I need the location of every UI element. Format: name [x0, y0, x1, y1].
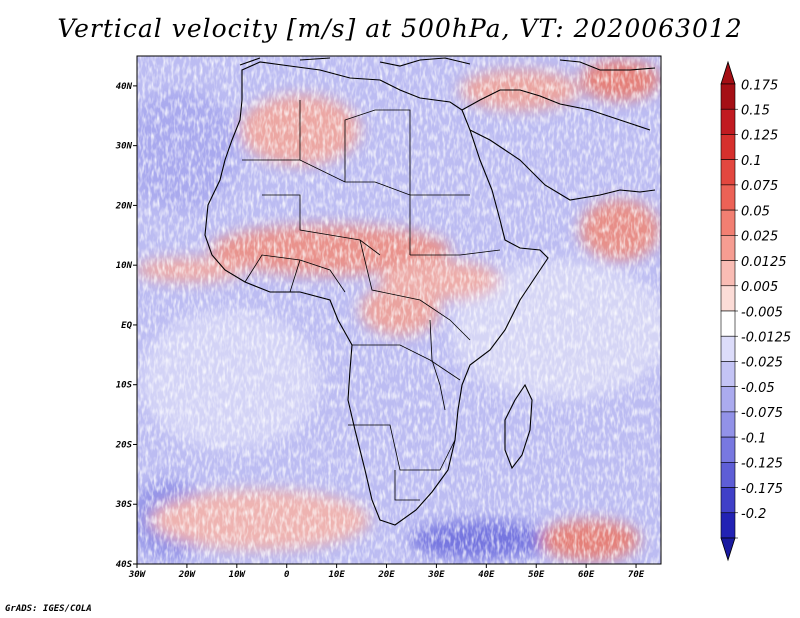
- x-tick-label: 20W: [178, 570, 197, 580]
- colorbar-label: -0.2: [741, 507, 766, 522]
- y-tick-label: EQ: [121, 321, 132, 331]
- colorbar-bottom-arrow: [720, 537, 736, 562]
- colorbar-swatch: [720, 411, 736, 438]
- colorbar-label: -0.025: [741, 356, 783, 371]
- y-tick-label: 40S: [116, 560, 133, 570]
- y-tick-label: 10N: [116, 261, 133, 271]
- colorbar-label: 0.075: [741, 179, 778, 194]
- x-tick-label: 10W: [229, 570, 247, 580]
- colorbar-label: 0.05: [741, 204, 770, 219]
- colorbar-swatch: [720, 209, 736, 236]
- x-tick-label: 40E: [478, 570, 495, 580]
- colorbar-label: -0.005: [741, 305, 783, 320]
- colorbar-swatch: [720, 335, 736, 362]
- colorbar-label: 0.125: [741, 129, 778, 144]
- colorbar-label: -0.075: [741, 406, 783, 421]
- y-tick-label: 20S: [115, 440, 133, 450]
- colorbar-swatch: [720, 159, 736, 186]
- colorbar-swatch: [720, 386, 736, 413]
- x-axis: 30W 20W 10W 0 10E 20E 30E 40E 50E 60E 70E: [128, 564, 645, 580]
- y-tick-label: 20N: [115, 201, 133, 211]
- credit-text: GrADS: IGES/COLA: [5, 604, 92, 614]
- colorbar-swatch: [720, 310, 736, 337]
- colorbar-label: 0.025: [741, 230, 778, 245]
- colorbar-label: -0.125: [741, 457, 783, 472]
- colorbar-label: 0.1: [741, 154, 762, 169]
- y-tick-label: 40N: [116, 82, 133, 92]
- colorbar-label: -0.05: [741, 381, 775, 396]
- colorbar-swatch: [720, 487, 736, 514]
- x-tick-label: 30E: [427, 570, 445, 580]
- x-tick-label: 30W: [128, 570, 147, 580]
- colorbar-swatch: [720, 260, 736, 287]
- x-tick-label: 20E: [377, 570, 395, 580]
- x-tick-label: 60E: [578, 570, 595, 580]
- colorbar-swatch: [720, 436, 736, 463]
- map-title: Vertical velocity [m/s] at 500hPa, VT: 2…: [57, 14, 743, 43]
- colorbar-top-arrow: [720, 60, 736, 85]
- country-borders: [242, 100, 501, 501]
- y-axis: 40N 30N 20N 10N EQ 10S 20S 30S 40S: [115, 82, 137, 570]
- y-tick-label: 30S: [115, 500, 133, 510]
- colorbar-swatch: [720, 184, 736, 211]
- colorbar-swatch: [720, 134, 736, 160]
- colorbar-label: 0.175: [741, 78, 778, 93]
- x-tick-label: 70E: [628, 570, 645, 580]
- colorbar-swatch: [720, 285, 736, 312]
- x-tick-label: 10E: [328, 570, 345, 580]
- colorbar-label: 0.005: [741, 280, 778, 295]
- x-tick-label: 50E: [528, 570, 545, 580]
- y-tick-label: 30N: [115, 142, 133, 152]
- colorbar-swatch: [720, 83, 736, 110]
- colorbar-label: -0.1: [741, 431, 766, 446]
- colorbar-swatch: [720, 361, 736, 387]
- colorbar-label: -0.175: [741, 482, 783, 497]
- colorbar: 0.175 0.15 0.125 0.1 0.075 0.05 0.025 0.0125 0.0…: [720, 60, 791, 562]
- colorbar-label: 0.15: [741, 103, 770, 118]
- colorbar-swatch: [720, 235, 736, 261]
- colorbar-swatch: [720, 512, 736, 539]
- y-tick-label: 10S: [116, 381, 133, 391]
- colorbar-label: -0.0125: [741, 330, 791, 345]
- colorbar-swatch: [720, 462, 736, 488]
- plot-frame: [136, 55, 662, 565]
- colorbar-label: 0.0125: [741, 255, 787, 270]
- x-tick-label: 0: [284, 570, 290, 580]
- colorbar-swatch: [720, 108, 736, 135]
